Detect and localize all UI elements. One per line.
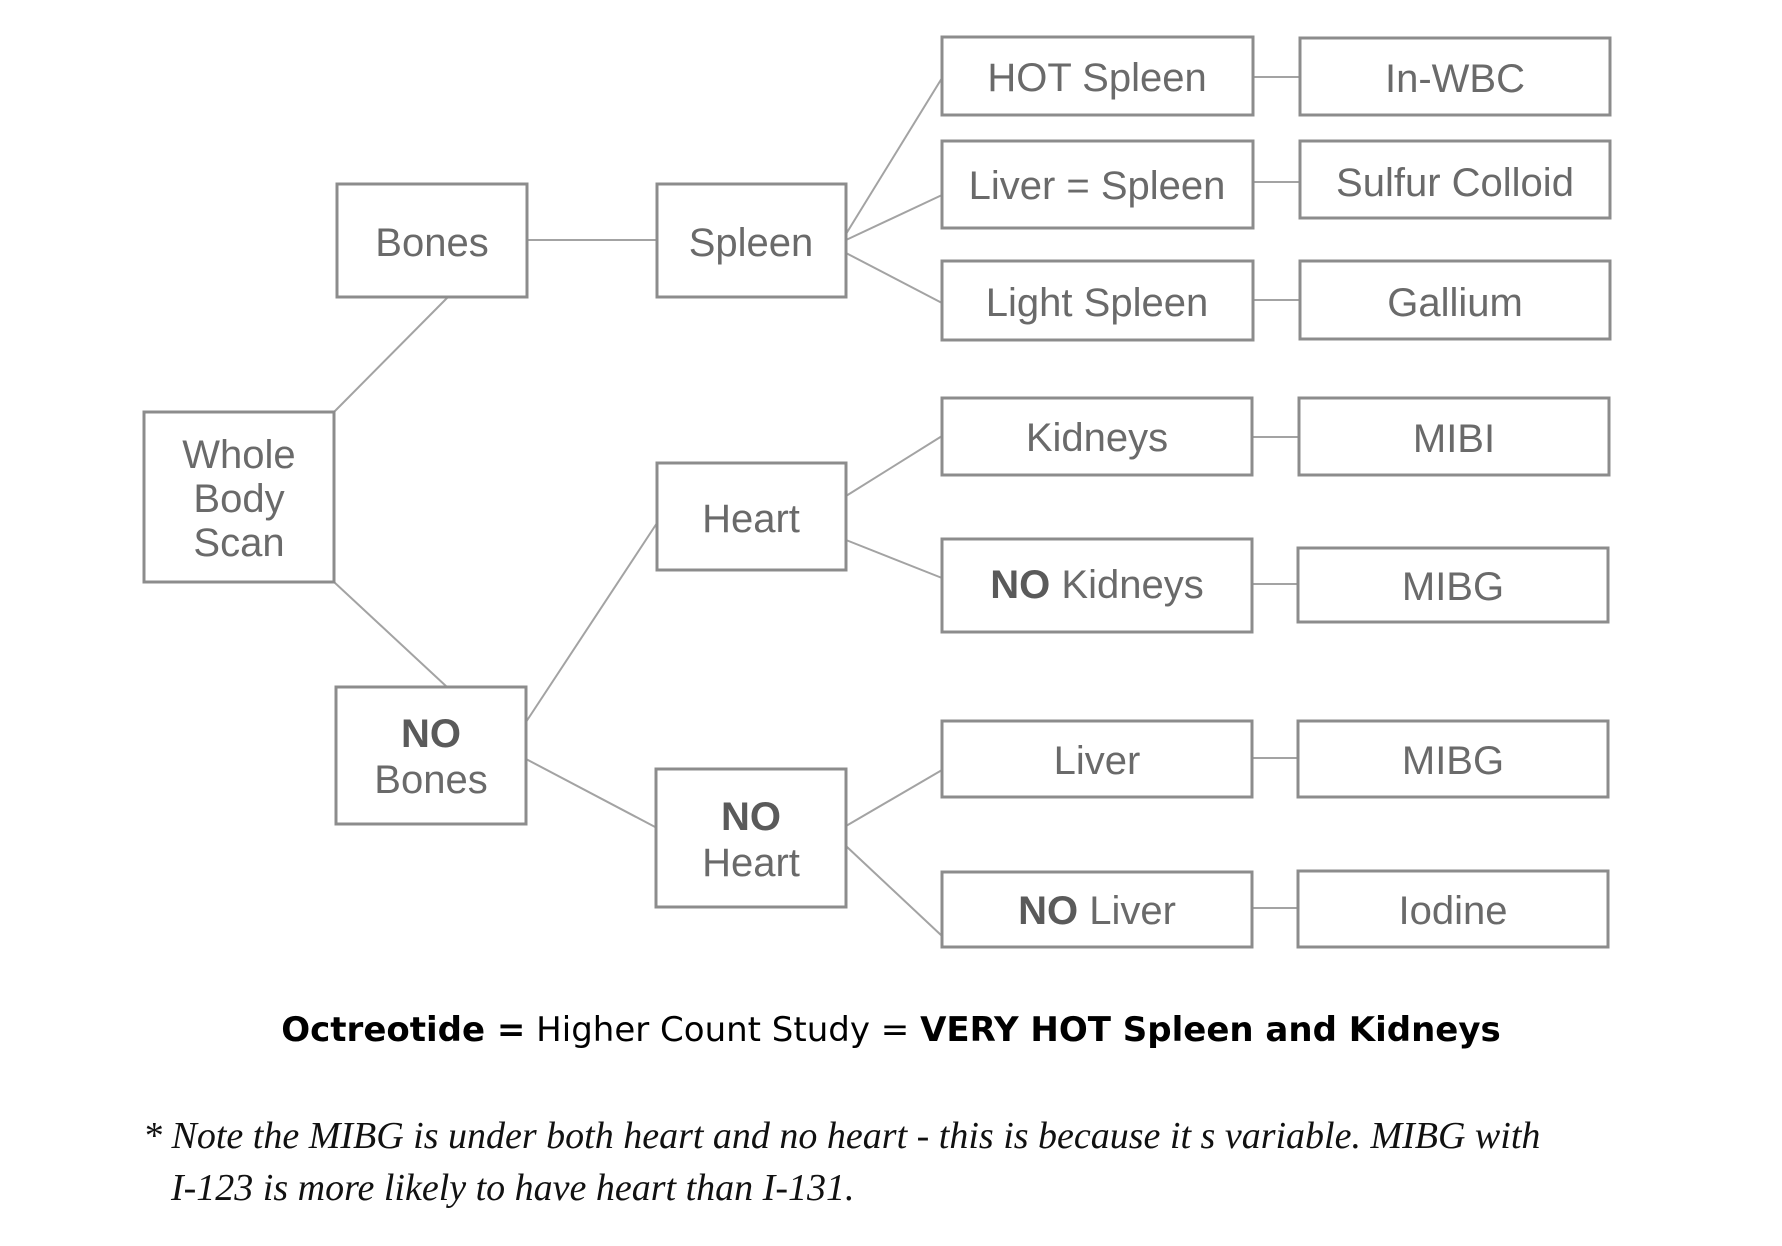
node-label: Liver: [1054, 739, 1141, 783]
connector-no-heart-liver: [845, 769, 943, 827]
node-bones: Bones: [335, 182, 529, 299]
connectors: [333, 76, 1300, 937]
node-mibg-no-heart: MIBG: [1296, 719, 1610, 799]
node-hot-spleen: HOT Spleen: [940, 35, 1255, 117]
connector-heart-kidneys: [845, 435, 943, 497]
node-mibg-heart: MIBG: [1296, 546, 1610, 624]
connector-heart-no-kidneys: [845, 539, 943, 579]
node-label: Iodine: [1399, 889, 1508, 933]
connector-wbs-bones: [333, 296, 449, 413]
node-label: MIBI: [1413, 417, 1495, 461]
node-gallium: Gallium: [1298, 259, 1612, 341]
connector-wbs-no-bones: [333, 581, 448, 688]
octreotide-summary: Octreotide = Higher Count Study = VERY H…: [0, 1010, 1782, 1050]
node-label: Heart: [702, 841, 800, 885]
svg-text:NO Kidneys: NO Kidneys: [990, 563, 1203, 607]
connector-spleen-liver-spleen: [845, 194, 943, 241]
node-sulfur-colloid: Sulfur Colloid: [1298, 139, 1612, 220]
footnote-line-1: * Note the MIBG is under both heart and …: [143, 1115, 1541, 1157]
node-label: Sulfur Colloid: [1336, 161, 1574, 205]
node-label: Liver: [1078, 889, 1176, 933]
node-no-kidneys: NO Kidneys: [940, 537, 1254, 634]
node-label: Light Spleen: [986, 281, 1208, 325]
node-kidneys: Kidneys: [940, 396, 1254, 477]
node-label-no: NO: [721, 795, 781, 839]
svg-text:NO Liver: NO Liver: [1018, 889, 1176, 933]
node-light-spleen: Light Spleen: [940, 259, 1255, 342]
node-label-no: NO: [990, 563, 1050, 607]
node-whole-body-scan: Whole Body Scan: [142, 410, 336, 584]
node-label-no: NO: [1018, 889, 1078, 933]
node-label-no: NO: [401, 712, 461, 756]
node-liver: Liver: [940, 719, 1254, 799]
node-label: Spleen: [689, 221, 814, 265]
node-label: Heart: [702, 497, 800, 541]
node-label: Kidneys: [1026, 416, 1168, 460]
node-liver-equals-spleen: Liver = Spleen: [940, 139, 1255, 230]
node-no-liver: NO Liver: [940, 870, 1254, 949]
node-label: MIBG: [1402, 739, 1504, 783]
node-label: MIBG: [1402, 565, 1504, 609]
octreotide-result: VERY HOT Spleen and Kidneys: [920, 1010, 1501, 1050]
node-no-heart: NO Heart: [654, 767, 848, 909]
node-label: HOT Spleen: [987, 56, 1206, 100]
node-iodine: Iodine: [1296, 869, 1610, 949]
node-label-line: Whole: [182, 433, 295, 477]
node-no-bones: NO Bones: [334, 685, 528, 826]
connector-spleen-hot-spleen: [845, 77, 943, 235]
octreotide-label: Octreotide =: [281, 1010, 526, 1050]
connector-no-bones-heart: [525, 522, 658, 723]
node-label-line: Scan: [193, 521, 284, 565]
footnote-line-2: I-123 is more likely to have heart than …: [171, 1167, 855, 1209]
octreotide-middle: Higher Count Study =: [525, 1010, 921, 1050]
node-label: In-WBC: [1385, 57, 1525, 101]
node-label: Liver = Spleen: [969, 164, 1226, 208]
node-heart: Heart: [655, 461, 848, 572]
node-label: Kidneys: [1050, 563, 1203, 607]
connector-no-heart-no-liver: [845, 845, 943, 937]
node-label: Bones: [374, 758, 487, 802]
node-spleen: Spleen: [655, 182, 848, 299]
node-label-line: Body: [193, 477, 284, 521]
node-label: Bones: [375, 221, 488, 265]
node-in-wbc: In-WBC: [1298, 36, 1612, 117]
connector-spleen-light-spleen: [845, 252, 943, 304]
node-mibi: MIBI: [1297, 396, 1611, 477]
connector-no-bones-no-heart: [525, 758, 658, 829]
footnote: * Note the MIBG is under both heart and …: [143, 1110, 1723, 1214]
node-label: Gallium: [1387, 281, 1523, 325]
